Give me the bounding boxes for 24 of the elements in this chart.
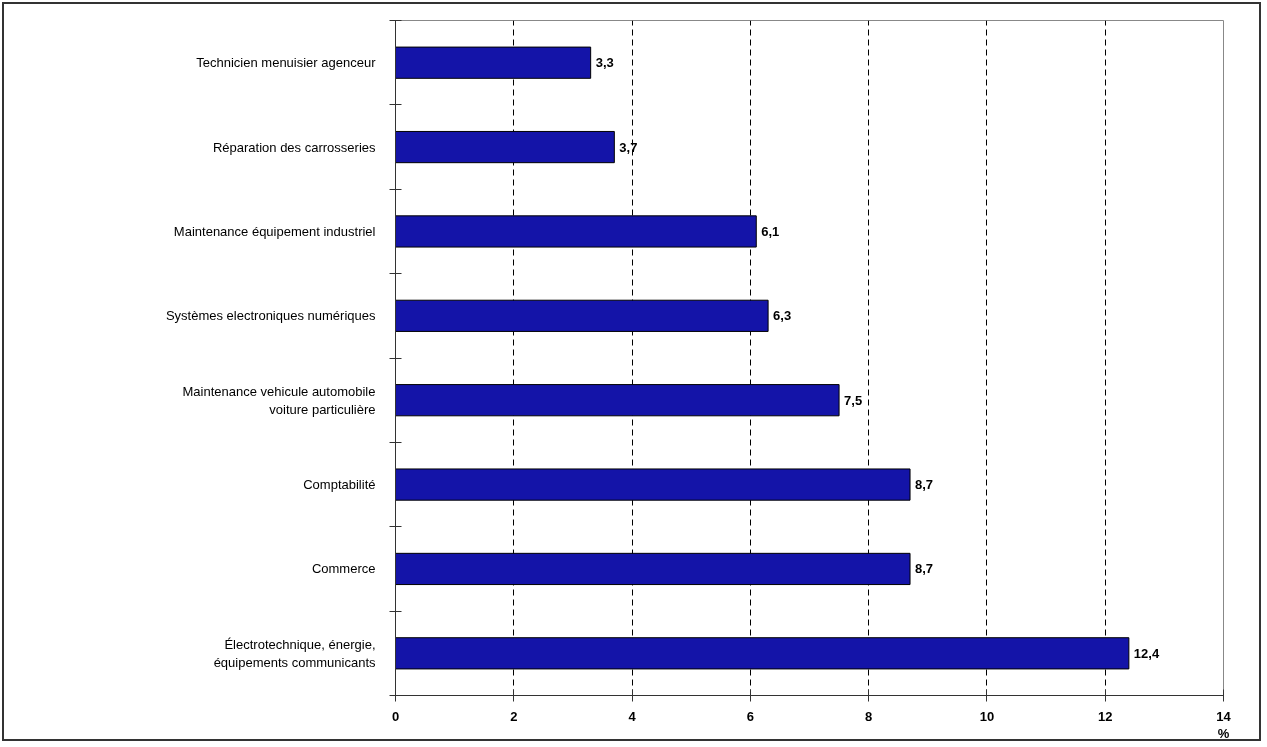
data-label: 6,3 <box>773 308 792 324</box>
data-label: 12,4 <box>1133 645 1160 661</box>
x-tick-label: 12 <box>1097 708 1113 724</box>
data-label: 7,5 <box>844 392 863 408</box>
y-tick-label: Électrotechnique, énergie, équipements communicants <box>213 636 376 670</box>
x-tick-label: 0 <box>391 708 400 724</box>
y-tick-label: Systèmes electroniques numériques <box>165 308 376 324</box>
x-tick-label: 8 <box>865 708 873 724</box>
y-tick-label: Maintenance vehicule automobile voiture particulière <box>182 383 376 417</box>
y-tick-label: Maintenance équipement industriel <box>173 223 376 239</box>
x-tick-label: 2 <box>510 708 518 724</box>
y-tick-label: Comptabilité <box>303 477 376 493</box>
x-tick-label: 14 <box>1216 708 1232 724</box>
data-label: 6,1 <box>761 223 780 239</box>
y-tick-label: Commerce <box>311 561 376 577</box>
x-tick-label: 10 <box>979 708 995 724</box>
data-label: 3,3 <box>595 55 614 71</box>
data-label: 8,7 <box>915 561 934 577</box>
y-tick-label: Réparation des carrosseries <box>212 139 376 155</box>
y-tick-label: Technicien menuisier agenceur <box>196 55 377 71</box>
x-tick-label: 6 <box>746 708 754 724</box>
x-axis-title: % <box>1217 725 1230 741</box>
x-tick-label: 4 <box>628 708 637 724</box>
data-label: 8,7 <box>915 477 934 493</box>
